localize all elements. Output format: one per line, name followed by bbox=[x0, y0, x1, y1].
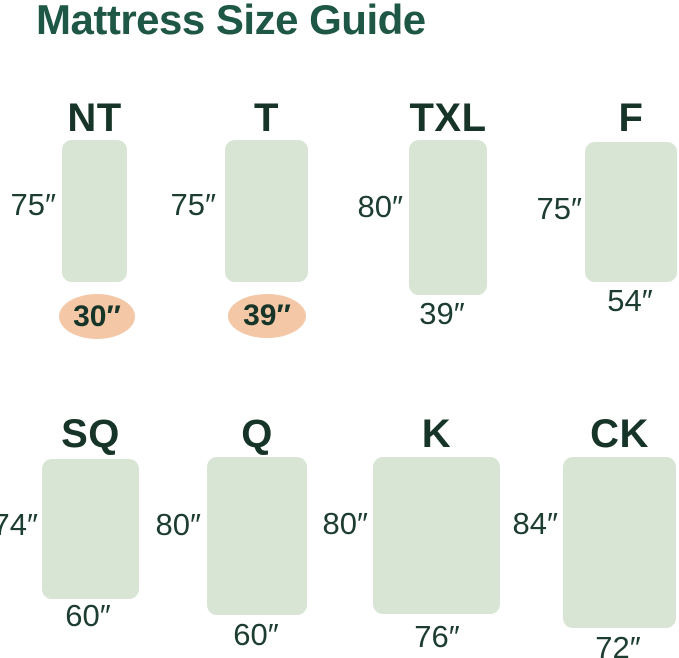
size-code-txl: TXL bbox=[409, 96, 487, 140]
width-label-nt: 30″ bbox=[73, 299, 121, 333]
length-label-sq: 74″ bbox=[0, 507, 38, 542]
mattress-rect-nt bbox=[62, 140, 127, 282]
length-label-t: 75″ bbox=[170, 187, 216, 222]
mattress-rect-k bbox=[373, 457, 500, 614]
length-label-q: 80″ bbox=[155, 507, 201, 542]
mattress-rect-q bbox=[207, 457, 307, 615]
length-label-k: 80″ bbox=[322, 506, 368, 541]
width-label-ck: 72″ bbox=[595, 630, 641, 658]
length-label-txl: 80″ bbox=[357, 189, 403, 224]
width-label-k: 76″ bbox=[414, 619, 460, 654]
width-label-f: 54″ bbox=[607, 283, 653, 318]
size-code-ck: CK bbox=[590, 412, 649, 456]
width-label-txl: 39″ bbox=[419, 296, 465, 331]
length-label-nt: 75″ bbox=[10, 187, 56, 222]
length-label-f: 75″ bbox=[536, 191, 582, 226]
mattress-rect-t bbox=[225, 140, 308, 282]
size-code-t: T bbox=[254, 96, 279, 140]
width-label-t: 39″ bbox=[243, 299, 291, 332]
highlight-ellipse-t: 39″ bbox=[228, 294, 306, 338]
mattress-rect-txl bbox=[409, 140, 487, 295]
mattress-rect-sq bbox=[42, 459, 139, 599]
size-code-f: F bbox=[618, 96, 644, 140]
width-label-q: 60″ bbox=[233, 617, 279, 652]
mattress-rect-ck bbox=[563, 457, 676, 628]
size-code-nt: NT bbox=[67, 96, 122, 140]
mattress-rect-f bbox=[585, 142, 677, 282]
size-code-q: Q bbox=[241, 412, 273, 456]
page-title: Mattress Size Guide bbox=[36, 0, 426, 43]
length-label-ck: 84″ bbox=[512, 506, 558, 541]
size-code-k: K bbox=[421, 412, 452, 456]
size-code-sq: SQ bbox=[61, 412, 120, 456]
highlight-ellipse-nt: 30″ bbox=[59, 294, 135, 339]
width-label-sq: 60″ bbox=[65, 598, 111, 633]
